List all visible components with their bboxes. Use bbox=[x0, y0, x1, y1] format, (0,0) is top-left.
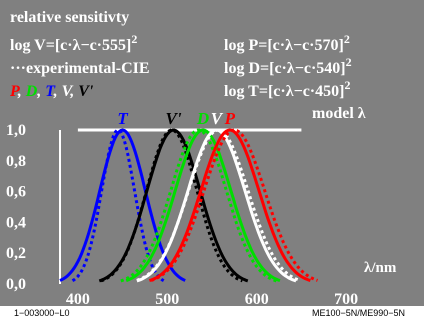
chart-panel: relative sensitivty log V=[c·λ−c·555]2 l… bbox=[0, 0, 424, 308]
chart-peak-labels: T V' D V P bbox=[117, 109, 235, 128]
sensitivity-chart: relative sensitivty log V=[c·λ−c·555]2 l… bbox=[6, 9, 397, 308]
formula-P-text: log P=[c·λ−c·570] bbox=[224, 37, 344, 54]
curve-P-dotted bbox=[150, 128, 318, 282]
y-tick-label: 0,2 bbox=[6, 245, 26, 262]
y-tick-label: 0,4 bbox=[6, 214, 26, 231]
peak-label: T bbox=[117, 109, 128, 128]
legend-row: P, D, T, V, V' bbox=[9, 83, 94, 100]
legend-P: P bbox=[9, 83, 20, 100]
curve-Vp-dotted bbox=[100, 128, 243, 283]
header-line1: relative sensitivty bbox=[10, 9, 129, 26]
legend-Vp: V' bbox=[78, 83, 94, 100]
formula-V-text: log V=[c·λ−c·555] bbox=[10, 37, 131, 54]
y-tick-label: 1,0 bbox=[6, 122, 26, 139]
x-axis-label: λ/nm bbox=[364, 260, 397, 276]
curve-D-solid bbox=[125, 128, 281, 283]
formula-D-exp: 2 bbox=[346, 55, 352, 69]
experimental-cie-label: ···experimental-CIE bbox=[10, 60, 150, 77]
legend-sep1: , bbox=[17, 83, 22, 100]
footer-right: ME100−5N/ME990−5N bbox=[312, 308, 406, 318]
peak-label: P bbox=[224, 109, 236, 128]
chart-ticks: 1,0 0,8 0,6 0,4 0,2 0,0 400 500 600 700 bbox=[6, 122, 358, 308]
legend-sep4: , bbox=[69, 83, 74, 100]
y-tick-label: 0,6 bbox=[6, 184, 26, 201]
formula-V: log V=[c·λ−c·555]2 bbox=[10, 32, 137, 54]
chart-curves bbox=[59, 128, 318, 283]
legend-D: D bbox=[25, 83, 38, 100]
peak-label: D bbox=[196, 109, 209, 128]
formula-T-exp: 2 bbox=[344, 78, 350, 92]
curve-V-solid bbox=[136, 128, 297, 283]
x-tick-label: 500 bbox=[155, 291, 179, 306]
y-tick-label: 0,0 bbox=[6, 276, 26, 293]
legend-sep2: , bbox=[36, 83, 41, 100]
formula-T-text: log T=[c·λ−c·450] bbox=[224, 83, 344, 100]
curve-D-dotted bbox=[120, 128, 277, 283]
footer-left: 1−003000−L0 bbox=[14, 308, 70, 318]
formula-P: log P=[c·λ−c·570]2 bbox=[224, 32, 350, 54]
y-tick-label: 0,8 bbox=[6, 153, 26, 170]
formula-V-exp: 2 bbox=[131, 32, 137, 46]
model-label: model λ bbox=[312, 105, 366, 122]
formula-D: log D=[c·λ−c·540]2 bbox=[224, 55, 352, 77]
x-tick-label: 400 bbox=[66, 291, 90, 306]
formula-T: log T=[c·λ−c·450]2 bbox=[224, 78, 350, 100]
formula-D-text: log D=[c·λ−c·540] bbox=[224, 60, 346, 77]
peak-label: V bbox=[211, 109, 224, 128]
x-tick-label: 700 bbox=[334, 291, 358, 306]
peak-label: V' bbox=[166, 109, 182, 128]
formula-P-exp: 2 bbox=[344, 32, 350, 46]
legend-T: T bbox=[45, 83, 56, 100]
chart-grid bbox=[59, 128, 302, 284]
x-tick-label: 600 bbox=[245, 291, 269, 306]
curve-V-dotted bbox=[136, 128, 301, 282]
legend-sep3: , bbox=[53, 83, 58, 100]
curve-P-solid bbox=[148, 128, 311, 283]
curve-Vp-solid bbox=[98, 128, 249, 283]
